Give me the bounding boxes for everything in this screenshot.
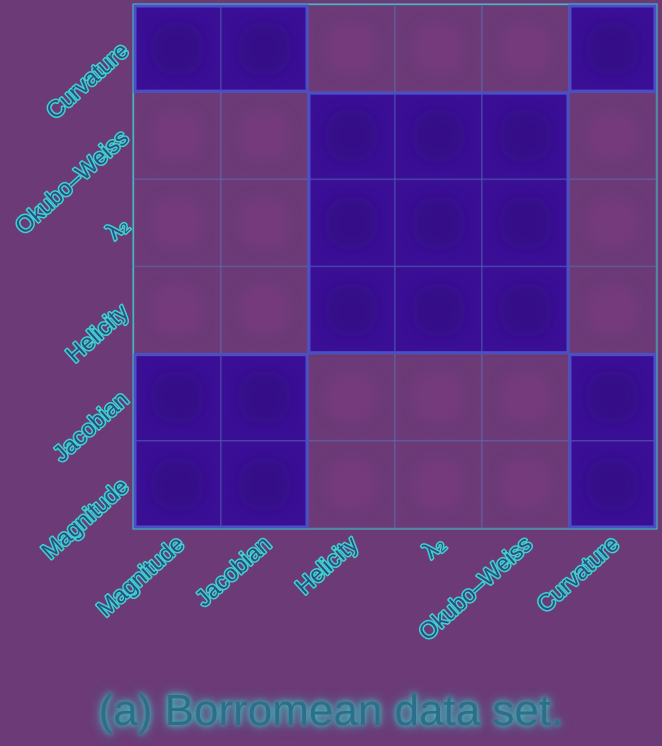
heatmap-cell-shade (151, 283, 204, 337)
block-outline (568, 353, 657, 529)
heatmap-cell-shade (586, 283, 639, 337)
heatmap-cell-shade (499, 22, 552, 75)
block-outline (133, 4, 309, 93)
heatmap-cell-shade (586, 458, 639, 511)
heatmap-cell-shade (586, 109, 639, 162)
heatmap-cell-shade (325, 458, 378, 511)
heatmap-cell-shade (412, 196, 465, 250)
row-label: λ₂ (101, 211, 134, 244)
heatmap-cell-shade (412, 109, 465, 162)
heatmap-cell-shade (238, 458, 291, 511)
heatmap-cell-shade (586, 22, 639, 75)
heatmap-cell-shade (325, 109, 378, 162)
heatmap-cell-shade (325, 22, 378, 75)
heatmap-cell-shade (325, 283, 378, 337)
column-label: Curvature (531, 530, 623, 617)
heatmap-cell-shade (499, 283, 552, 337)
heatmap-cell-shade (151, 109, 204, 162)
heatmap-cell-shade (238, 22, 291, 75)
heatmap-cell-shade (412, 371, 465, 424)
block-outline (568, 4, 657, 93)
heatmap-cell-shade (499, 109, 552, 162)
heatmap-cell-shade (412, 283, 465, 337)
heatmap-cell-shade (499, 371, 552, 424)
heatmap-cell-shade (499, 458, 552, 511)
block-outlines (133, 4, 657, 529)
heatmap-cell-shade (238, 109, 291, 162)
figure-caption: (a) Borromean data set. (98, 686, 564, 735)
heatmap-cell-shade (151, 22, 204, 75)
block-outline (307, 91, 570, 355)
heatmap-cell-shade (238, 283, 291, 337)
heatmap-cell-shade (586, 196, 639, 250)
row-label: Magnitude (36, 473, 133, 564)
column-label: Helicity (290, 530, 363, 599)
heatmap-cell-shade (412, 458, 465, 511)
heatmap-cell-shade (586, 371, 639, 424)
heatmap-cell-shade (238, 371, 291, 424)
row-labels: CurvatureOkubo–Weissλ₂HelicityJacobianMa… (8, 35, 135, 565)
row-label: Jacobian (48, 386, 134, 467)
heatmap-cell-shade (151, 458, 204, 511)
heatmap-cells (133, 4, 657, 529)
column-label: Magnitude (92, 530, 189, 621)
heatmap-cell-shade (499, 196, 552, 250)
block-outline (133, 353, 309, 529)
heatmap-cell-shade (151, 196, 204, 250)
heatmap-cell-shade (238, 196, 291, 250)
column-labels: Magnitude Jacobian Helicity λ₂Okubo–WeissCu… (90, 529, 625, 647)
column-label: Jacobian (190, 530, 276, 611)
heatmap-cell-shade (325, 196, 378, 250)
heatmap-cell-shade (325, 371, 378, 424)
heatmap-cell-shade (412, 22, 465, 75)
row-label: Helicity (61, 298, 134, 367)
row-label: Curvature (41, 37, 133, 124)
column-label: λ₂ (417, 530, 450, 563)
heatmap-cell-shade (151, 371, 204, 424)
